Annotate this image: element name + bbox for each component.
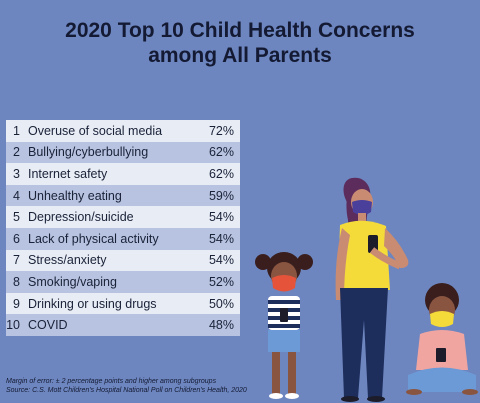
table-row: 7 Stress/anxiety 54%: [6, 249, 240, 272]
concern-label: Lack of physical activity: [28, 231, 159, 246]
rank-number: 6: [13, 231, 20, 246]
woman-with-phone-icon: [335, 177, 409, 402]
rank-number: 5: [13, 210, 20, 225]
footer: Margin of error: ± 2 percentage points a…: [6, 377, 247, 395]
rank-number: 4: [13, 188, 20, 203]
rank-number: 7: [13, 253, 20, 268]
rank-number: 2: [13, 145, 20, 160]
source-note: Source: C.S. Mott Children's Hospital Na…: [6, 387, 247, 394]
percent-value: 54%: [208, 253, 234, 268]
concern-label: Bullying/cyberbullying: [28, 145, 149, 160]
percent-value: 59%: [208, 188, 234, 203]
concern-label: Stress/anxiety: [28, 253, 107, 268]
rank-number: 8: [13, 274, 20, 289]
concern-label: Drinking or using drugs: [28, 296, 157, 311]
table-row: 6 Lack of physical activity 54%: [6, 227, 240, 250]
rank-number: 1: [13, 123, 20, 138]
table-row: 4 Unhealthy eating 59%: [6, 184, 240, 207]
rank-number: 10: [6, 318, 20, 333]
table-row: 10 COVID 48%: [6, 314, 240, 336]
chart-title: 2020 Top 10 Child Health Concerns among …: [0, 18, 480, 68]
table-row: 8 Smoking/vaping 52%: [6, 271, 240, 293]
rank-number: 9: [13, 296, 20, 311]
percent-value: 62%: [208, 145, 234, 160]
concern-label: Internet safety: [28, 166, 108, 181]
concern-label: Overuse of social media: [28, 123, 163, 138]
percent-value: 52%: [208, 274, 234, 289]
table-row: 3 Internet safety 62%: [6, 163, 240, 185]
table-row: 1 Overuse of social media 72%: [6, 120, 240, 142]
table-row: 9 Drinking or using drugs 50%: [6, 292, 240, 315]
concern-label: Smoking/vaping: [28, 274, 117, 289]
percent-value: 54%: [208, 231, 234, 246]
table-row: 2 Bullying/cyberbullying 62%: [6, 141, 240, 164]
percent-value: 62%: [208, 166, 234, 181]
percent-value: 54%: [208, 210, 234, 225]
percent-value: 50%: [208, 296, 234, 311]
percent-value: 48%: [208, 318, 234, 333]
child-with-phone-icon: [406, 283, 478, 395]
concern-label: Unhealthy eating: [28, 188, 122, 203]
percent-value: 72%: [208, 123, 234, 138]
rank-number: 3: [13, 166, 20, 181]
concerns-table: 1 Overuse of social media 72% 2 Bullying/cyb…: [6, 120, 240, 336]
concern-label: Depression/suicide: [28, 210, 134, 225]
table-row: 5 Depression/suicide 54%: [6, 206, 240, 228]
family-illustration: [255, 177, 478, 402]
concern-label: COVID: [28, 318, 68, 333]
title-line-2: among All Parents: [148, 44, 332, 67]
girl-with-phone-icon: [255, 252, 313, 399]
margin-of-error-note: Margin of error: ± 2 percentage points a…: [6, 378, 217, 385]
title-line-1: 2020 Top 10 Child Health Concerns: [65, 19, 415, 42]
